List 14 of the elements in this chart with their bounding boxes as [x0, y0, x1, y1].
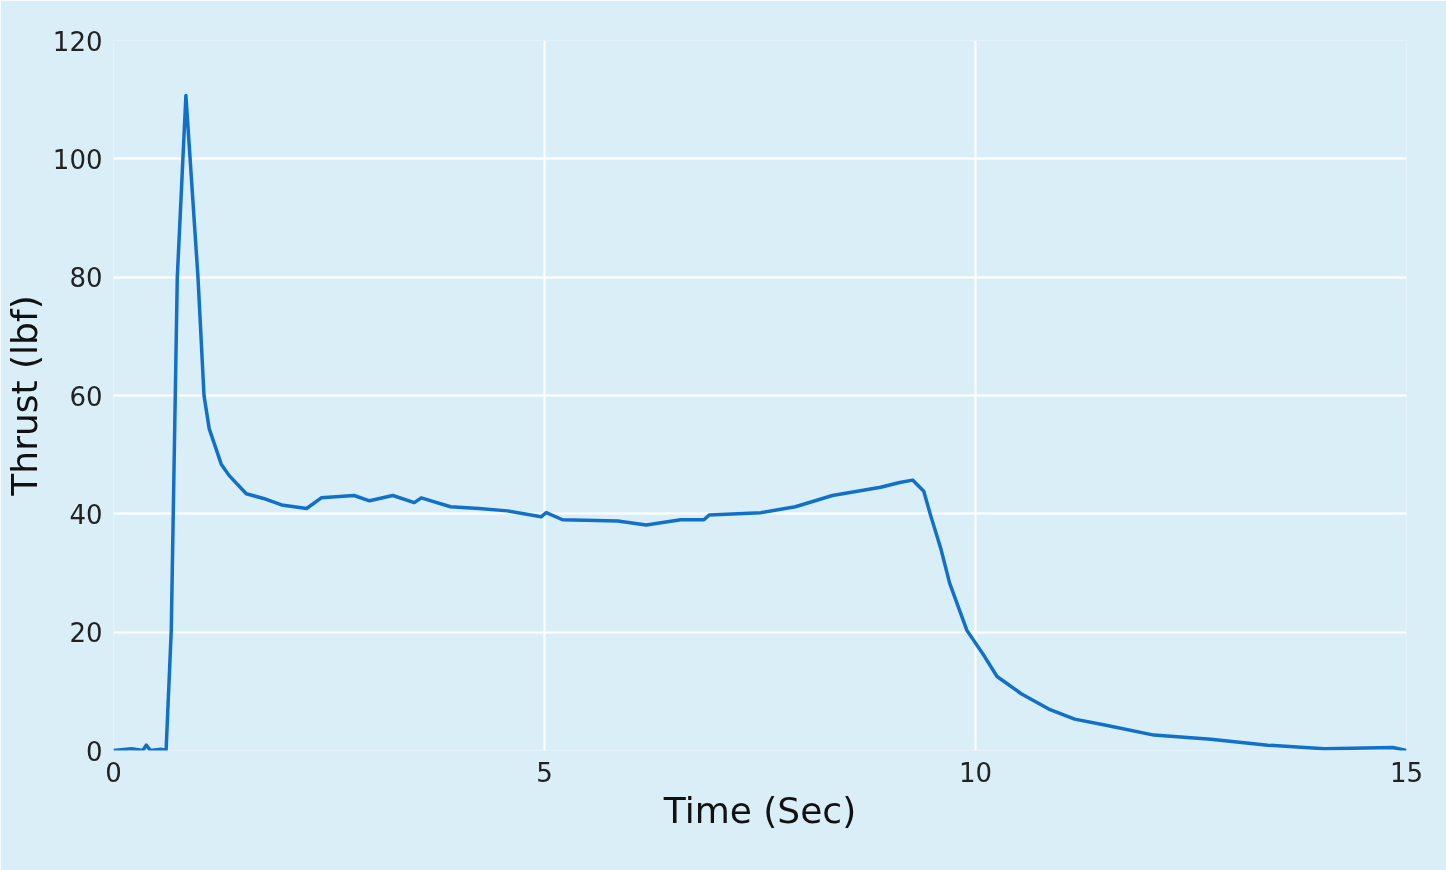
y-tick-label: 40 — [69, 499, 103, 530]
y-tick-label: 0 — [85, 736, 103, 767]
y-tick-label: 60 — [69, 381, 103, 412]
y-tick-label: 120 — [52, 26, 103, 57]
y-axis-title: Thrust (lbf) — [3, 295, 45, 497]
y-tick-label: 100 — [52, 144, 103, 175]
y-tick-label: 20 — [69, 618, 103, 649]
y-tick-label: 80 — [69, 263, 103, 294]
x-tick-label: 5 — [536, 757, 553, 788]
x-tick-label: 15 — [1389, 757, 1424, 788]
x-tick-label: 0 — [105, 757, 122, 788]
x-axis-title: Time (Sec) — [662, 789, 857, 831]
x-tick-label: 10 — [958, 757, 993, 788]
line-series — [113, 93, 1407, 751]
